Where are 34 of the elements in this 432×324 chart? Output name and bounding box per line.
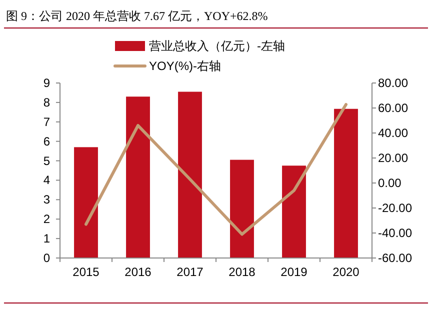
y-tick-label: 2 (43, 212, 50, 226)
x-tick-label: 2020 (332, 265, 360, 279)
legend-label: 营业总收入（亿元）-左轴 (149, 39, 285, 53)
y-tick-label: 6 (43, 134, 50, 148)
line-series (84, 103, 348, 236)
y2-tick-label: 60.00 (378, 101, 408, 115)
y2-tick-label: -20.00 (378, 201, 412, 215)
bar (126, 96, 150, 258)
x-tick-label: 2018 (228, 265, 256, 279)
y-tick-label: 7 (43, 114, 50, 129)
legend-label: YOY(%)-右轴 (149, 59, 221, 73)
x-tick-label: 2015 (72, 265, 100, 279)
x-tick-label: 2019 (280, 265, 308, 279)
x-tick-label: 2017 (176, 265, 204, 279)
y-tick-label: 5 (43, 154, 50, 168)
bar (178, 92, 202, 258)
y2-tick-label: -40.00 (378, 226, 412, 240)
y-tick-label: 4 (43, 173, 50, 188)
y-tick-label: 0 (43, 251, 50, 265)
y2-tick-label: 20.00 (378, 151, 408, 165)
bar (74, 147, 98, 258)
y-tick-label: 9 (43, 76, 50, 90)
y-tick-label: 8 (43, 95, 50, 110)
y-tick-label: 3 (43, 192, 50, 207)
y2-tick-label: 0.00 (378, 176, 402, 190)
bar (282, 166, 306, 258)
y2-tick-label: -60.00 (378, 251, 412, 265)
x-tick-label: 2016 (124, 265, 152, 279)
y-tick-label: 1 (43, 232, 50, 246)
y2-tick-label: 80.00 (378, 76, 408, 90)
chart-title: 图 9：公司 2020 年总营收 7.67 亿元，YOY+62.8% (6, 9, 268, 23)
bar (334, 108, 358, 258)
bar (230, 160, 254, 258)
y2-tick-label: 40.00 (378, 126, 408, 140)
